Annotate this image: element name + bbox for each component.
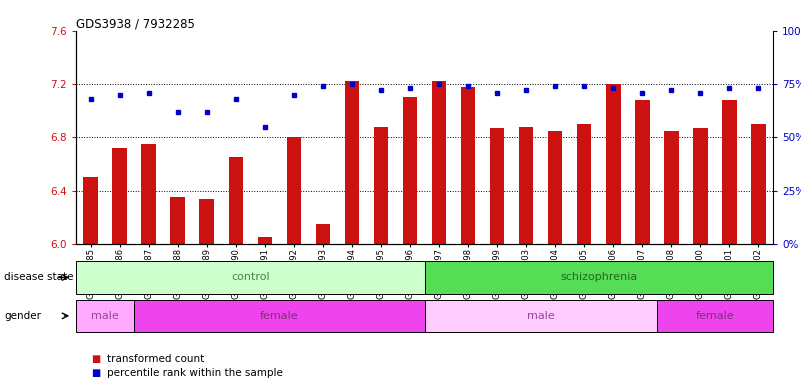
- Text: GDS3938 / 7932285: GDS3938 / 7932285: [76, 17, 195, 30]
- Bar: [228, 157, 243, 244]
- Bar: [577, 124, 591, 244]
- Bar: [76, 261, 425, 294]
- Text: disease state: disease state: [4, 272, 74, 283]
- Bar: [374, 127, 388, 244]
- Text: female: female: [260, 311, 299, 321]
- Bar: [461, 87, 475, 244]
- Bar: [83, 177, 98, 244]
- Bar: [664, 131, 678, 244]
- Text: transformed count: transformed count: [107, 354, 203, 364]
- Bar: [548, 131, 562, 244]
- Bar: [287, 137, 301, 244]
- Text: gender: gender: [4, 311, 41, 321]
- Bar: [751, 124, 766, 244]
- Bar: [112, 148, 127, 244]
- Bar: [432, 81, 446, 244]
- Bar: [76, 300, 134, 332]
- Bar: [425, 261, 773, 294]
- Text: female: female: [695, 311, 735, 321]
- Bar: [344, 81, 359, 244]
- Text: male: male: [527, 311, 554, 321]
- Bar: [693, 128, 707, 244]
- Bar: [258, 237, 272, 244]
- Bar: [657, 300, 773, 332]
- Text: ■: ■: [92, 354, 104, 364]
- Text: schizophrenia: schizophrenia: [560, 272, 638, 283]
- Bar: [723, 100, 737, 244]
- Bar: [425, 300, 657, 332]
- Bar: [134, 300, 425, 332]
- Bar: [316, 224, 330, 244]
- Bar: [403, 97, 417, 244]
- Text: male: male: [91, 311, 119, 321]
- Bar: [142, 144, 156, 244]
- Bar: [606, 84, 621, 244]
- Bar: [519, 127, 533, 244]
- Bar: [171, 197, 185, 244]
- Bar: [490, 128, 505, 244]
- Text: percentile rank within the sample: percentile rank within the sample: [107, 368, 283, 378]
- Bar: [635, 100, 650, 244]
- Text: control: control: [231, 272, 270, 283]
- Text: ■: ■: [92, 368, 104, 378]
- Bar: [199, 199, 214, 244]
